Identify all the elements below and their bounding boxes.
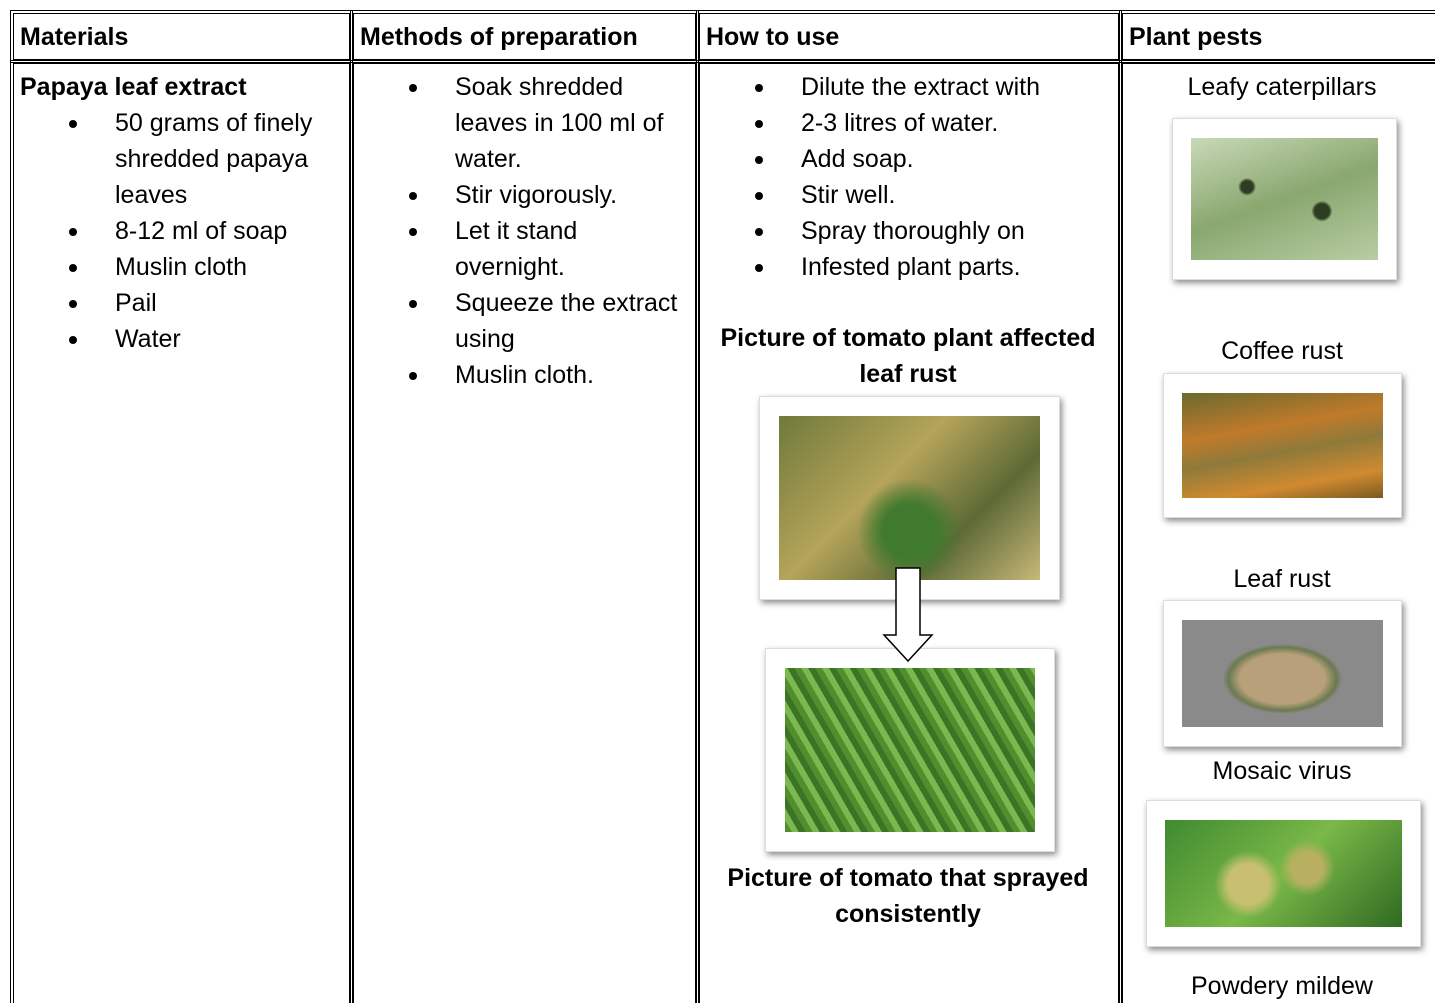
materials-list: 50 grams of finely shredded papaya leave… — [69, 105, 340, 357]
caption: Picture of tomato plant affected leaf ru… — [720, 324, 1096, 388]
header-text: Methods of preparation — [360, 23, 638, 51]
list-item: Muslin cloth — [69, 249, 340, 285]
photo-frame — [759, 396, 1060, 600]
header-cell: Materials — [10, 10, 353, 63]
list-item: Stir vigorously. — [409, 177, 690, 213]
list-item: Pail — [69, 285, 340, 321]
usage-list: Dilute the extract with 2-3 litres of wa… — [755, 69, 1111, 285]
header-cell: Plant pests — [1119, 10, 1435, 63]
list-item: Spray thoroughly on — [755, 213, 1111, 249]
pest-label: Leafy caterpillars — [1187, 73, 1377, 101]
header-cell: Methods of preparation — [350, 10, 699, 63]
header-text: How to use — [706, 23, 840, 51]
list-item: Add soap. — [755, 141, 1111, 177]
header-text: Plant pests — [1129, 23, 1263, 51]
header-cell: How to use — [696, 10, 1122, 63]
photo — [1165, 820, 1402, 927]
down-arrow — [882, 567, 934, 663]
caption: Picture of tomato that sprayed consisten… — [727, 864, 1089, 928]
list-item: Dilute the extract with — [755, 69, 1111, 105]
list-item: Soak shredded leaves in 100 ml of water. — [409, 69, 690, 177]
list-item: Squeeze the extract using — [409, 285, 690, 357]
photo-frame — [1163, 600, 1402, 747]
material-title: Papaya leaf extract — [20, 73, 247, 101]
photo — [1182, 393, 1383, 498]
list-item: Stir well. — [755, 177, 1111, 213]
list-item: Let it stand overnight. — [409, 213, 690, 285]
pest-label: Leaf rust — [1233, 565, 1331, 593]
header-text: Materials — [20, 23, 129, 51]
pest-label: Powdery mildew — [1190, 972, 1373, 1000]
list-item: 50 grams of finely shredded papaya leave… — [69, 105, 340, 213]
pest-label: Mosaic virus — [1212, 757, 1352, 785]
list-item: 8-12 ml of soap — [69, 213, 340, 249]
body-cell — [1119, 60, 1435, 1003]
photo-frame — [1146, 800, 1421, 947]
list-item: Infested plant parts. — [755, 249, 1111, 285]
photo — [779, 416, 1040, 580]
photo — [1182, 620, 1383, 727]
photo-frame — [765, 648, 1055, 852]
pest-label: Coffee rust — [1221, 337, 1343, 365]
list-item: Water — [69, 321, 340, 357]
photo-frame — [1172, 118, 1397, 280]
photo — [785, 668, 1035, 832]
list-item: Muslin cloth. — [409, 357, 690, 393]
list-item: 2-3 litres of water. — [755, 105, 1111, 141]
methods-list: Soak shredded leaves in 100 ml of water.… — [409, 69, 690, 393]
photo — [1191, 138, 1378, 260]
photo-frame — [1163, 373, 1402, 518]
